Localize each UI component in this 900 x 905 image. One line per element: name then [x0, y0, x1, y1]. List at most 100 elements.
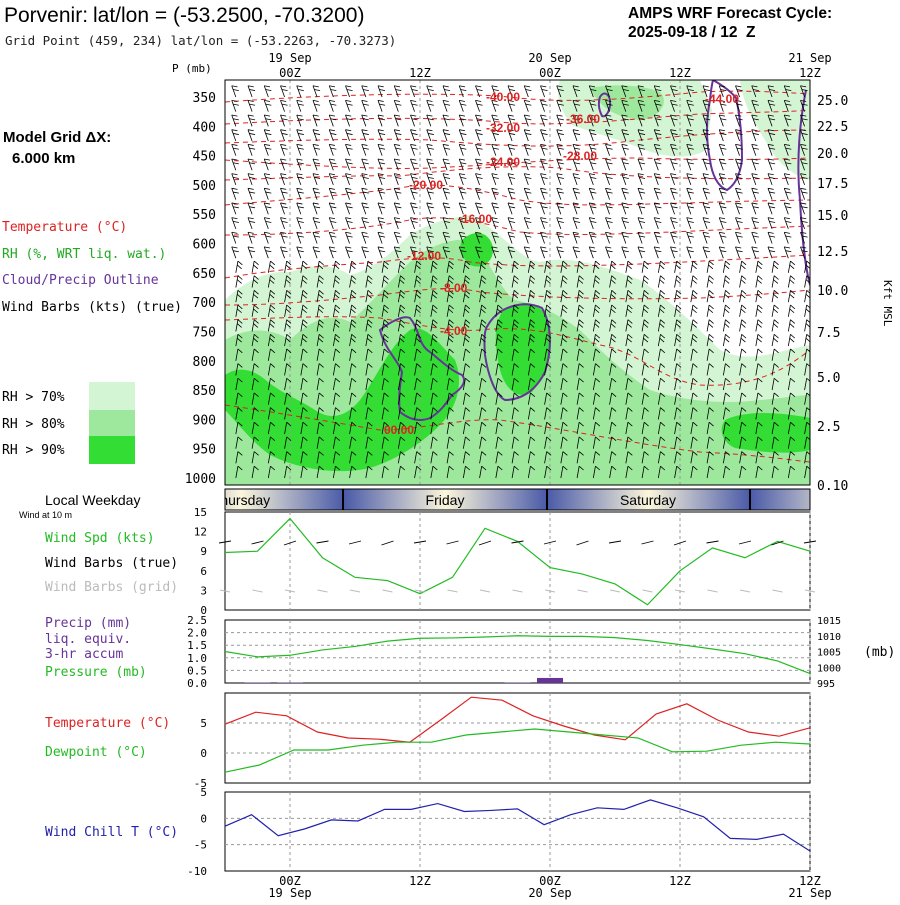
- wind-barb-staff: [280, 217, 285, 230]
- wind-barb: [446, 465, 454, 479]
- wind-barb-flag: [444, 147, 451, 150]
- wind-barb: [458, 217, 467, 230]
- wind-barb-flag: [751, 158, 758, 161]
- wind-barb-flag: [264, 99, 271, 102]
- wind-barb-staff: [430, 378, 434, 391]
- wind-barb: [397, 275, 406, 288]
- wind-barb: [605, 143, 613, 156]
- wind-barb: [621, 85, 629, 98]
- wind-barb-flag: [735, 231, 742, 234]
- wind-barb-flag: [670, 129, 677, 132]
- isotherm-24: [225, 166, 810, 181]
- wind-barb-staff: [609, 451, 613, 464]
- wind-barb-flag: [383, 436, 389, 441]
- wind-barb-flag: [702, 114, 709, 117]
- wind-barb-staff: [556, 246, 562, 259]
- wind-barb-staff: [641, 436, 645, 449]
- wind-barb-flag: [237, 319, 243, 324]
- wind-barb-flag: [513, 308, 519, 314]
- wind-barb-flag: [426, 99, 433, 102]
- wind-barb-staff: [426, 188, 432, 200]
- wind-barb-flag: [513, 421, 519, 427]
- wind-barb-staff: [722, 334, 726, 347]
- wind-barb-flag: [790, 421, 796, 427]
- wind-barb: [235, 290, 243, 303]
- precip-bar: [244, 682, 271, 683]
- wind-barb: [690, 451, 698, 464]
- wind-barb-flag: [496, 293, 502, 299]
- wind-barb-flag: [253, 275, 259, 280]
- wind-barb-staff: [735, 246, 740, 259]
- wind-barb-staff: [674, 422, 678, 435]
- wind-barb: [251, 363, 259, 376]
- wind-barb-staff: [560, 466, 564, 479]
- wind-barb-flag: [312, 158, 319, 161]
- wind-barb-staff: [718, 85, 724, 98]
- wind-barb-staff: [296, 85, 302, 98]
- wind-barb-staff: [576, 304, 580, 317]
- wind-barb-staff: [576, 436, 580, 449]
- wind-barb: [231, 85, 239, 98]
- wind-barb: [787, 392, 796, 405]
- wind-barb-flag: [578, 264, 584, 270]
- wind-barb-staff: [365, 466, 369, 479]
- wind-barb-flag: [686, 129, 693, 132]
- wind-barb-staff: [783, 246, 789, 259]
- wind-barb-staff: [641, 378, 645, 391]
- wind-barb-flag: [253, 436, 259, 441]
- wind-barb-staff: [345, 144, 350, 156]
- wind-barb: [674, 333, 682, 347]
- wind-barb-flag: [318, 293, 324, 299]
- wind-barb-staff: [365, 290, 369, 303]
- wind-barb: [621, 99, 629, 112]
- wind-barb-flag: [231, 158, 238, 161]
- wind-barb: [804, 465, 810, 479]
- wind-barb-flag: [556, 85, 563, 88]
- wind-barb: [783, 202, 792, 215]
- wind-barb: [300, 333, 308, 347]
- wind-barb-flag: [741, 407, 747, 412]
- legend-wind-barbs-true: Wind Barbs (true): [45, 556, 178, 571]
- wind-barb-flag: [654, 231, 661, 234]
- wind-barb-flag: [465, 275, 471, 280]
- wind-barb: [641, 260, 649, 273]
- wind-barb: [674, 348, 682, 361]
- wind-barb: [300, 377, 308, 391]
- wind-barb-staff: [625, 451, 629, 464]
- wind-barb-staff: [312, 144, 318, 156]
- wind-barb: [783, 99, 792, 112]
- wind-barb-flag: [460, 235, 467, 238]
- wind-barb-staff: [637, 202, 643, 215]
- wind-barb-flag: [312, 202, 319, 205]
- wind-barb: [365, 333, 373, 347]
- wind-barb-flag: [459, 85, 466, 88]
- wind-barb-flag: [725, 436, 731, 441]
- wind-barb-staff: [706, 260, 710, 273]
- wind-barb: [247, 202, 256, 215]
- wind-barb-flag: [265, 89, 272, 91]
- wind-barb: [349, 304, 357, 317]
- wind-barb-flag: [346, 235, 353, 238]
- wind-barb-flag: [735, 202, 742, 205]
- wind-barb: [361, 129, 369, 142]
- wind-barb-flag: [481, 465, 487, 471]
- wind-barb-flag: [249, 220, 256, 223]
- wind-barb-flag: [415, 337, 421, 343]
- wind-barb: [718, 202, 727, 215]
- wind-barb-flag: [481, 333, 487, 339]
- wind-barb: [397, 407, 406, 420]
- wind-barb-staff: [739, 304, 743, 317]
- wind-barb-staff: [491, 100, 497, 112]
- wind-barb: [462, 421, 471, 435]
- wind-barb: [621, 246, 629, 259]
- wind-barb-staff: [767, 144, 773, 156]
- wind-barb: [511, 348, 519, 361]
- wind-barb: [442, 202, 451, 215]
- wind-barb: [475, 202, 483, 215]
- wind-barb-flag: [595, 348, 601, 354]
- wind-barb-staff: [495, 275, 499, 288]
- wind-barb: [739, 275, 747, 288]
- wind-barb-flag: [366, 323, 372, 328]
- wind-barb-flag: [741, 275, 747, 280]
- wind-barb-flag: [637, 85, 644, 88]
